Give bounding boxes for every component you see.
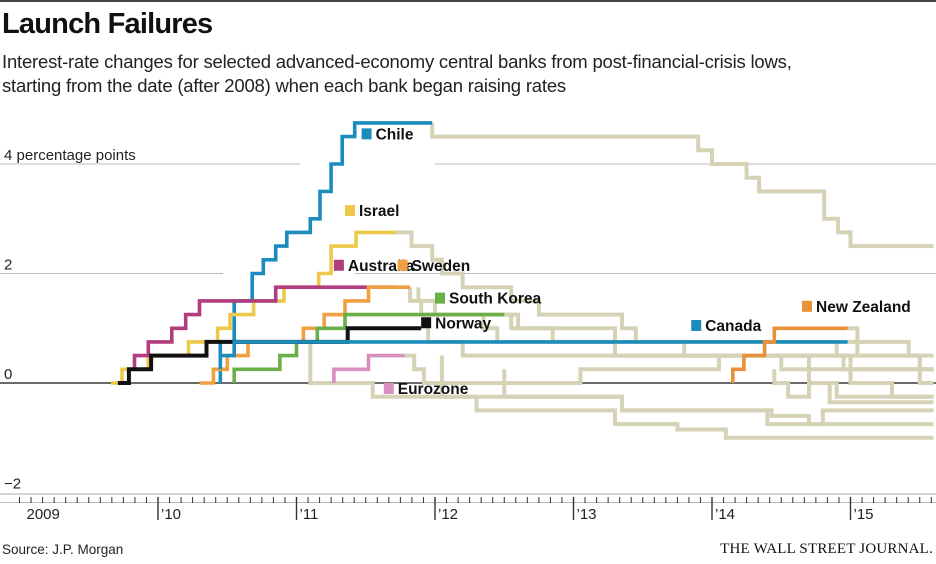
legend-swatch-south-korea	[435, 292, 445, 304]
x-tick-label: 2009	[27, 506, 60, 523]
legend-swatch-chile	[361, 128, 372, 140]
series-label-israel: Israel	[359, 203, 400, 220]
x-tick-label: ’12	[438, 506, 458, 523]
cut-path	[772, 369, 934, 405]
legend-swatch-sweden	[397, 259, 408, 271]
series-line-chile	[218, 121, 433, 383]
x-tick-label: ’15	[854, 506, 874, 523]
x-tick-label: ’13	[577, 506, 597, 523]
y-tick-label: 2	[4, 257, 12, 274]
legend-swatch-norway	[421, 317, 432, 329]
hike-paths	[110, 121, 848, 385]
x-tick-label: ’10	[161, 506, 181, 523]
cut-path	[502, 355, 721, 385]
series-line-new-zealand	[731, 326, 848, 383]
y-tick-label: 4 percentage points	[4, 147, 136, 164]
y-tick-label: 0	[4, 366, 12, 383]
subtitle-line-1: Interest-rate changes for selected advan…	[2, 51, 792, 72]
cut-path-eurozone	[404, 353, 934, 427]
series-label-norway: Norway	[435, 315, 491, 332]
x-tick-label: ’14	[715, 506, 735, 523]
cut-path-chile	[430, 122, 934, 249]
subtitle-line-2: starting from the date (after 2008) when…	[2, 75, 566, 96]
y-tick-label: −2	[4, 476, 21, 493]
series-label-chile: Chile	[376, 126, 414, 143]
legend-swatch-new-zealand	[802, 300, 813, 312]
series-label-south-korea: South Korea	[449, 291, 542, 308]
cut-path-israel	[396, 230, 934, 358]
x-tick-label: ’11	[300, 506, 319, 523]
legend-swatch-australia	[333, 259, 344, 271]
x-axis: 2009 ’10 ’11 ’12 ’13 ’14 ’15	[0, 493, 936, 523]
chart-subtitle: Interest-rate changes for selected advan…	[2, 50, 932, 98]
series-label-canada: Canada	[705, 318, 761, 335]
series-line-eurozone	[332, 353, 405, 383]
legend-swatch-israel	[344, 205, 355, 217]
legend-swatch-eurozone	[383, 382, 394, 394]
top-rule	[0, 0, 936, 2]
series-line-australia	[132, 285, 397, 370]
series-line-canada	[218, 340, 848, 370]
source-note: Source: J.P. Morgan	[2, 542, 124, 557]
legend-swatch-canada	[691, 319, 702, 331]
series-label-sweden: Sweden	[412, 258, 471, 275]
cut-path-new-zealand	[847, 326, 934, 372]
chart-title: Launch Failures	[2, 8, 213, 40]
series-line-norway	[117, 326, 422, 385]
series-line-israel	[110, 230, 397, 385]
cut-path	[308, 341, 934, 440]
series-label-new-zealand: New Zealand	[816, 299, 911, 316]
publisher-logo: THE WALL STREET JOURNAL.	[720, 541, 933, 557]
series-label-eurozone: Eurozone	[398, 381, 469, 398]
cut-path	[439, 355, 934, 427]
